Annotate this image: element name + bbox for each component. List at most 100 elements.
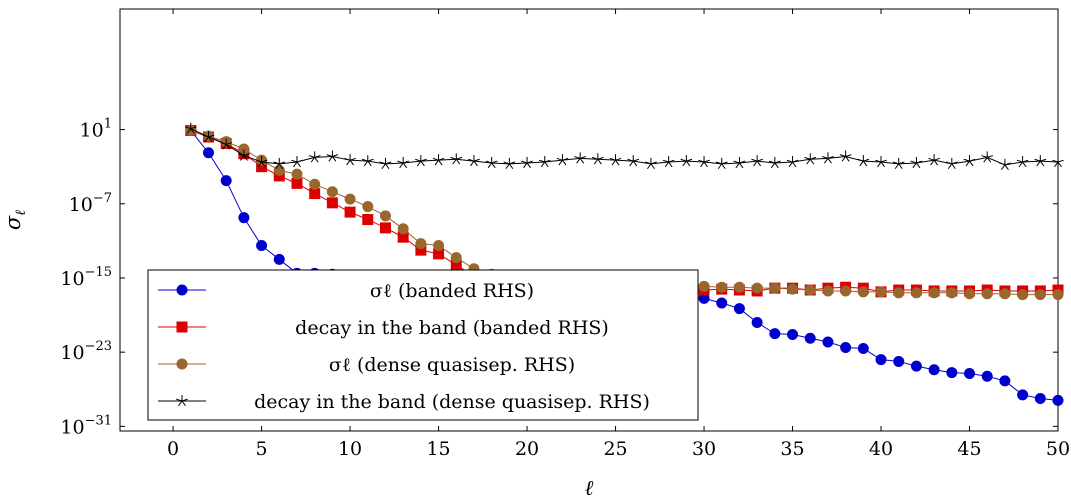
- data-point: [362, 214, 374, 226]
- star-arm: [615, 159, 620, 166]
- data-point: [857, 155, 870, 167]
- data-point: [999, 375, 1011, 387]
- star-arm: [455, 158, 461, 165]
- star-arm: [402, 162, 408, 169]
- data-point: [184, 122, 197, 134]
- star-arm: [178, 400, 183, 407]
- star-arm: [491, 162, 496, 169]
- data-point: [910, 156, 923, 169]
- data-point: [733, 303, 745, 315]
- data-point: [946, 287, 958, 299]
- data-point: [716, 297, 728, 309]
- data-point: [698, 156, 710, 168]
- data-point: [769, 282, 781, 294]
- star-arm: [898, 161, 905, 165]
- data-point: [769, 328, 781, 340]
- star-arm: [420, 160, 425, 167]
- data-point: [787, 283, 799, 295]
- data-point: [751, 155, 763, 167]
- data-point: [291, 177, 303, 189]
- star-arm: [1036, 160, 1041, 167]
- data-point: [326, 150, 339, 162]
- star-arm: [593, 158, 599, 165]
- star-arm: [928, 157, 935, 161]
- star-arm: [751, 158, 758, 162]
- star-arm: [208, 134, 215, 138]
- star-arm: [880, 161, 885, 168]
- star-arm: [503, 161, 510, 165]
- star-arm: [947, 163, 953, 170]
- star-arm: [473, 158, 480, 162]
- star-arm: [845, 156, 850, 162]
- data-point: [804, 332, 816, 344]
- x-tick-label: 50: [1046, 438, 1070, 460]
- data-point: [910, 287, 922, 299]
- star-arm: [190, 126, 197, 130]
- star-arm: [310, 157, 316, 163]
- star-arm: [349, 157, 356, 161]
- star-arm: [176, 398, 183, 402]
- star-arm: [279, 161, 286, 165]
- star-arm: [645, 161, 652, 165]
- legend-marker: [176, 284, 188, 296]
- star-arm: [857, 158, 864, 162]
- star-arm: [633, 158, 640, 162]
- star-arm: [574, 155, 581, 159]
- legend-marker: [176, 358, 188, 370]
- data-point: [857, 342, 869, 354]
- star-arm: [804, 156, 811, 160]
- star-arm: [403, 160, 410, 164]
- star-arm: [367, 158, 374, 162]
- legend-box: [147, 269, 699, 421]
- star-arm: [717, 163, 723, 170]
- x-tick-label: 10: [338, 438, 362, 460]
- star-arm: [774, 160, 781, 164]
- data-point: [928, 287, 940, 299]
- data-point: [361, 155, 374, 167]
- star-arm: [202, 134, 209, 138]
- star-arm: [379, 161, 386, 165]
- star-arm: [208, 136, 213, 143]
- star-arm: [1052, 159, 1059, 163]
- star-arm: [505, 163, 510, 170]
- star-arm: [1022, 161, 1027, 168]
- star-arm: [735, 162, 740, 169]
- star-arm: [945, 161, 952, 165]
- x-tick-label: 20: [515, 438, 539, 460]
- star-arm: [756, 158, 763, 162]
- star-arm: [226, 142, 233, 145]
- star-arm: [385, 161, 392, 165]
- legend-entry: σℓ (dense quasisep. RHS): [158, 354, 575, 376]
- data-point: [432, 154, 445, 166]
- star-arm: [703, 161, 708, 168]
- star-arm: [875, 159, 882, 163]
- data-point: [981, 151, 994, 163]
- star-arm: [933, 159, 939, 166]
- data-point: [893, 355, 905, 367]
- star-arm: [562, 159, 567, 166]
- data-point: [433, 240, 445, 252]
- star-arm: [863, 158, 870, 162]
- data-point: [928, 154, 940, 166]
- star-arm: [930, 159, 935, 166]
- data-point: [379, 222, 391, 234]
- star-arm: [768, 160, 775, 164]
- legend-marker: [176, 395, 188, 407]
- star-arm: [239, 155, 245, 161]
- data-point: [999, 288, 1011, 300]
- star-arm: [485, 160, 492, 164]
- star-arm: [278, 163, 284, 170]
- star-arm: [181, 398, 188, 402]
- data-point: [751, 282, 763, 294]
- x-tick-label: 30: [692, 438, 716, 460]
- star-arm: [806, 158, 811, 165]
- star-arm: [367, 160, 372, 167]
- star-arm: [326, 154, 333, 157]
- star-arm: [296, 159, 303, 163]
- data-point: [344, 193, 356, 205]
- star-arm: [509, 161, 516, 165]
- legend-label: decay in the band (dense quasisep. RHS): [254, 391, 650, 413]
- star-arm: [827, 155, 834, 159]
- star-arm: [328, 156, 333, 162]
- data-point: [397, 156, 410, 169]
